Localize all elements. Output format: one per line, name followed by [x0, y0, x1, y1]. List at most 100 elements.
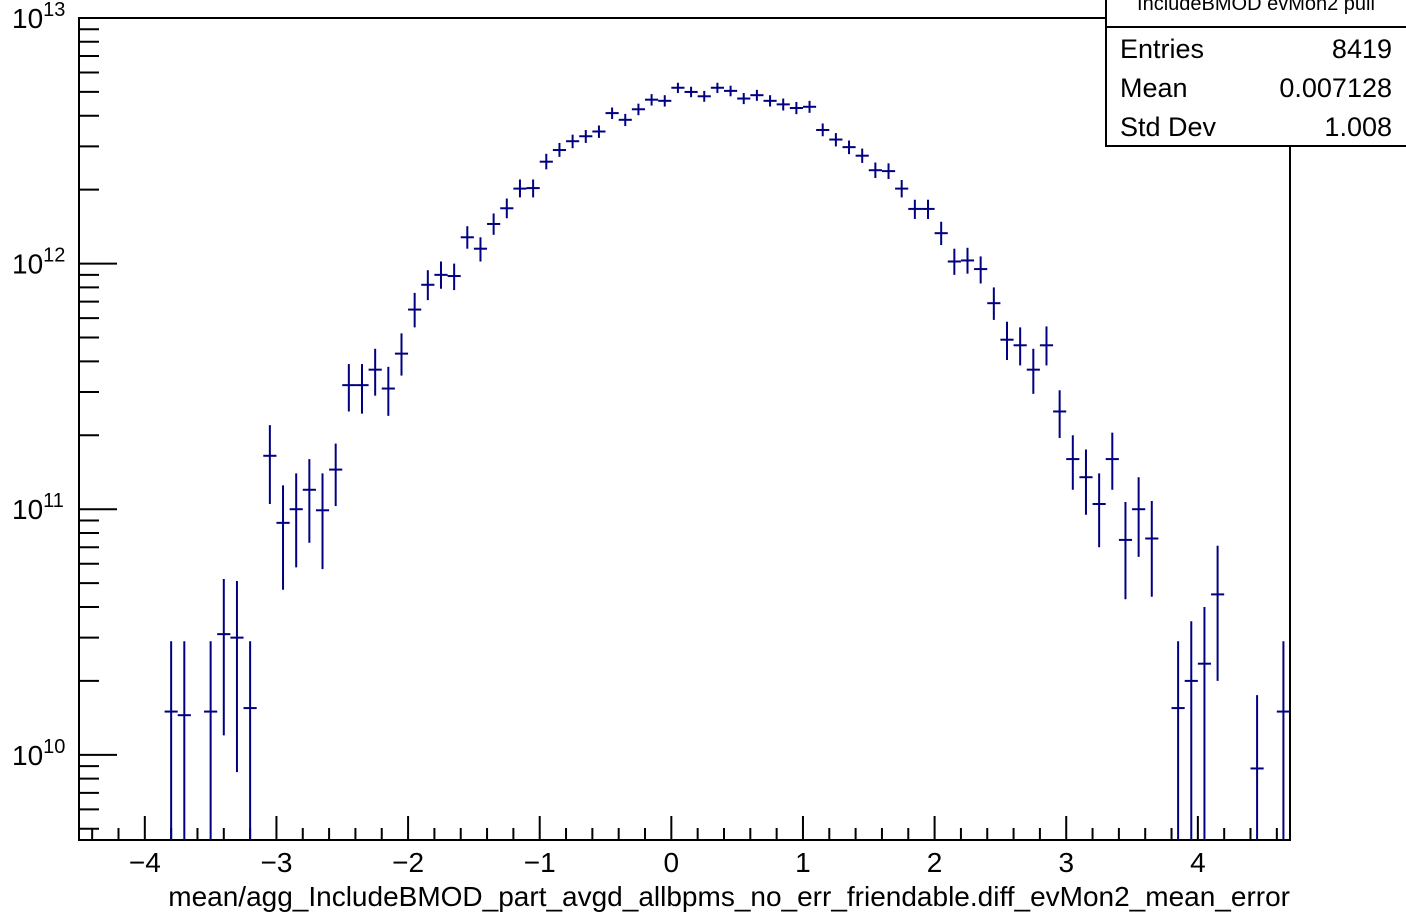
- data-point: [684, 86, 698, 98]
- data-point: [1250, 695, 1264, 840]
- data-point: [539, 153, 553, 170]
- data-markers: [164, 82, 1290, 840]
- data-point: [697, 90, 711, 102]
- data-point: [243, 641, 257, 840]
- data-point: [500, 198, 514, 219]
- x-tick-labels: −4 −3 −2 −1 0 1 2 3 4: [129, 847, 1206, 878]
- stats-stddev-label: Std Dev: [1120, 112, 1217, 142]
- data-point: [671, 82, 685, 94]
- y-tick-label: 1012: [12, 245, 65, 280]
- data-point: [1053, 390, 1067, 438]
- data-point: [974, 256, 988, 284]
- data-point: [1132, 477, 1146, 557]
- data-point: [934, 221, 948, 246]
- stats-mean-label: Mean: [1120, 73, 1188, 103]
- data-point: [1026, 348, 1040, 394]
- data-point: [921, 199, 935, 219]
- data-point: [737, 93, 751, 105]
- data-point: [816, 123, 830, 137]
- x-tick-label: 0: [664, 847, 680, 878]
- data-point: [881, 163, 896, 180]
- x-tick-label: 2: [927, 847, 943, 878]
- data-point: [342, 364, 356, 412]
- x-tick-label: 4: [1190, 847, 1206, 878]
- data-point: [1118, 502, 1133, 600]
- x-tick-label: −3: [260, 847, 292, 878]
- data-point: [1145, 501, 1159, 597]
- data-point: [1105, 432, 1119, 490]
- data-point: [855, 148, 869, 163]
- x-axis-label: mean/agg_IncludeBMOD_part_avgd_allbpms_n…: [168, 881, 1290, 912]
- data-point: [842, 140, 856, 155]
- data-point: [947, 248, 961, 275]
- stats-entries-label: Entries: [1120, 34, 1204, 64]
- data-point: [1079, 449, 1093, 515]
- stats-title: IncludeBMOD evMon2 pull: [1137, 0, 1375, 15]
- data-point: [658, 95, 672, 107]
- data-point: [1092, 473, 1106, 548]
- data-point: [177, 641, 191, 840]
- data-point: [1039, 326, 1054, 366]
- data-point: [329, 443, 343, 507]
- x-tick-label: 3: [1058, 847, 1074, 878]
- x-tick-label: −1: [524, 847, 556, 878]
- data-point: [1211, 545, 1225, 681]
- axis-ticks: [79, 17, 1278, 840]
- data-point: [1013, 327, 1027, 366]
- data-point: [566, 134, 580, 149]
- data-point: [987, 287, 1001, 320]
- x-tick-label: 1: [795, 847, 811, 878]
- data-point: [960, 247, 975, 274]
- data-point: [763, 95, 777, 107]
- y-tick-labels: 1013 1012 1011 1010: [12, 0, 65, 771]
- data-point: [394, 333, 409, 376]
- stats-entries-value: 8419: [1332, 34, 1392, 64]
- data-point: [1000, 321, 1014, 361]
- data-point: [381, 366, 395, 416]
- data-point: [710, 82, 724, 94]
- data-point: [408, 292, 422, 328]
- data-point: [421, 270, 435, 301]
- data-point: [164, 641, 178, 840]
- stats-stddev-value: 1.008: [1324, 112, 1392, 142]
- data-point: [263, 425, 277, 505]
- data-point: [605, 107, 619, 119]
- data-point: [230, 581, 244, 773]
- data-point: [526, 179, 540, 198]
- data-point: [447, 263, 461, 291]
- data-point: [460, 226, 474, 249]
- data-point: [315, 473, 330, 570]
- data-point: [289, 473, 303, 568]
- data-point: [473, 237, 488, 262]
- data-point: [487, 213, 501, 235]
- plot-frame: [78, 17, 1291, 841]
- data-point: [204, 641, 218, 840]
- data-point: [1066, 435, 1080, 490]
- data-point: [1276, 641, 1290, 840]
- data-point: [868, 162, 882, 179]
- data-point: [513, 179, 527, 198]
- data-point: [302, 459, 316, 543]
- data-point: [723, 85, 738, 97]
- data-point: [750, 89, 764, 101]
- data-point: [579, 129, 593, 143]
- data-point: [1197, 606, 1212, 840]
- x-tick-label: −4: [129, 847, 161, 878]
- data-point: [217, 578, 231, 736]
- x-tick-label: −2: [392, 847, 424, 878]
- data-point: [1171, 641, 1185, 840]
- data-point: [645, 94, 659, 106]
- data-point: [829, 133, 843, 147]
- data-point: [368, 348, 382, 396]
- y-tick-label: 1011: [12, 490, 64, 525]
- data-point: [908, 199, 922, 219]
- data-point: [895, 179, 909, 198]
- data-point: [1184, 621, 1198, 840]
- data-point: [276, 485, 290, 590]
- data-point: [789, 101, 803, 115]
- stats-mean-value: 0.007128: [1279, 73, 1392, 103]
- data-point: [592, 125, 606, 138]
- data-point: [776, 98, 790, 111]
- data-point: [618, 113, 632, 127]
